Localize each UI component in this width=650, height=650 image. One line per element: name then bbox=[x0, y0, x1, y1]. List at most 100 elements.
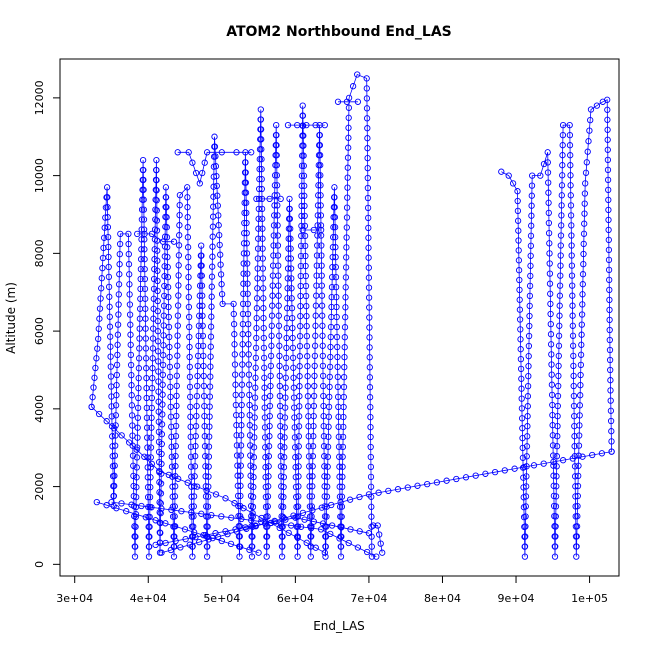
data-point bbox=[303, 312, 310, 320]
data-point bbox=[577, 381, 584, 389]
data-point bbox=[574, 513, 581, 520]
data-point bbox=[299, 122, 307, 129]
data-point bbox=[569, 312, 576, 319]
data-point bbox=[242, 189, 250, 196]
data-point bbox=[128, 412, 136, 419]
data-point bbox=[290, 374, 297, 381]
data-point bbox=[133, 454, 141, 461]
data-point bbox=[295, 443, 302, 450]
data-point bbox=[540, 460, 547, 467]
data-point bbox=[153, 217, 161, 224]
data-point bbox=[524, 413, 531, 420]
data-point bbox=[287, 255, 294, 262]
data-point bbox=[136, 325, 143, 332]
data-point bbox=[554, 392, 562, 400]
data-point bbox=[108, 498, 115, 506]
data-point bbox=[196, 292, 203, 299]
data-point bbox=[150, 275, 158, 283]
data-point bbox=[147, 454, 154, 461]
data-point bbox=[258, 185, 265, 193]
data-point bbox=[606, 306, 613, 314]
data-point bbox=[574, 502, 581, 510]
data-point bbox=[306, 473, 313, 480]
data-point bbox=[341, 334, 348, 341]
data-point bbox=[204, 513, 211, 520]
data-point bbox=[134, 404, 142, 412]
data-point bbox=[234, 482, 241, 489]
data-point bbox=[238, 391, 245, 399]
data-point bbox=[366, 314, 373, 321]
data-point bbox=[330, 234, 337, 241]
data-point bbox=[547, 341, 555, 348]
data-point bbox=[96, 305, 104, 312]
data-point bbox=[306, 483, 313, 490]
data-point bbox=[332, 244, 339, 251]
data-point bbox=[105, 263, 112, 271]
data-point bbox=[172, 463, 179, 470]
data-point bbox=[345, 124, 352, 131]
data-point bbox=[126, 291, 133, 298]
data-point bbox=[569, 302, 576, 309]
data-point bbox=[202, 532, 209, 539]
data-point bbox=[138, 236, 145, 243]
data-point bbox=[268, 312, 276, 319]
data-point bbox=[265, 483, 272, 490]
data-point bbox=[154, 328, 162, 335]
data-point bbox=[159, 391, 166, 398]
data-point bbox=[137, 265, 145, 273]
data-point bbox=[142, 325, 149, 332]
data-point bbox=[515, 257, 523, 264]
x-tick-label: 3e+04 bbox=[56, 592, 93, 605]
series-line bbox=[96, 501, 259, 554]
data-point bbox=[242, 169, 249, 176]
data-point bbox=[153, 166, 160, 174]
data-point bbox=[144, 484, 152, 491]
data-point bbox=[345, 539, 352, 547]
data-point bbox=[105, 253, 112, 261]
data-point bbox=[578, 321, 585, 328]
data-point bbox=[299, 509, 307, 517]
data-point bbox=[582, 180, 589, 187]
data-point bbox=[106, 293, 113, 300]
data-point bbox=[141, 256, 148, 263]
data-point bbox=[158, 460, 165, 467]
data-point bbox=[252, 354, 260, 362]
data-point bbox=[308, 503, 315, 510]
data-point bbox=[154, 247, 161, 254]
data-point bbox=[582, 169, 590, 176]
data-point bbox=[277, 443, 284, 450]
data-point bbox=[345, 134, 352, 141]
data-point bbox=[571, 453, 578, 460]
data-point bbox=[170, 238, 178, 245]
data-point bbox=[545, 179, 552, 186]
data-point bbox=[343, 204, 351, 211]
data-point bbox=[305, 453, 313, 460]
data-point bbox=[276, 524, 283, 532]
data-point bbox=[185, 313, 193, 321]
data-point bbox=[162, 184, 170, 191]
data-point bbox=[181, 526, 189, 533]
data-point bbox=[604, 176, 612, 184]
data-point bbox=[185, 283, 192, 291]
data-point bbox=[316, 142, 324, 149]
data-point bbox=[98, 285, 105, 292]
data-point bbox=[173, 402, 180, 410]
data-point bbox=[298, 222, 305, 230]
data-point bbox=[550, 472, 557, 479]
data-point bbox=[255, 235, 262, 242]
data-point bbox=[144, 464, 151, 471]
data-point bbox=[188, 509, 195, 516]
data-point bbox=[214, 533, 222, 540]
y-tick-label: 2000 bbox=[33, 473, 46, 501]
data-point bbox=[518, 375, 525, 382]
data-point bbox=[198, 262, 205, 269]
data-point bbox=[311, 382, 318, 390]
data-point bbox=[537, 172, 544, 179]
data-point bbox=[191, 463, 199, 470]
data-point bbox=[575, 462, 582, 469]
data-point bbox=[271, 192, 278, 199]
data-point bbox=[515, 247, 522, 254]
data-point bbox=[342, 314, 349, 321]
data-point bbox=[100, 244, 107, 252]
data-point bbox=[558, 222, 565, 229]
